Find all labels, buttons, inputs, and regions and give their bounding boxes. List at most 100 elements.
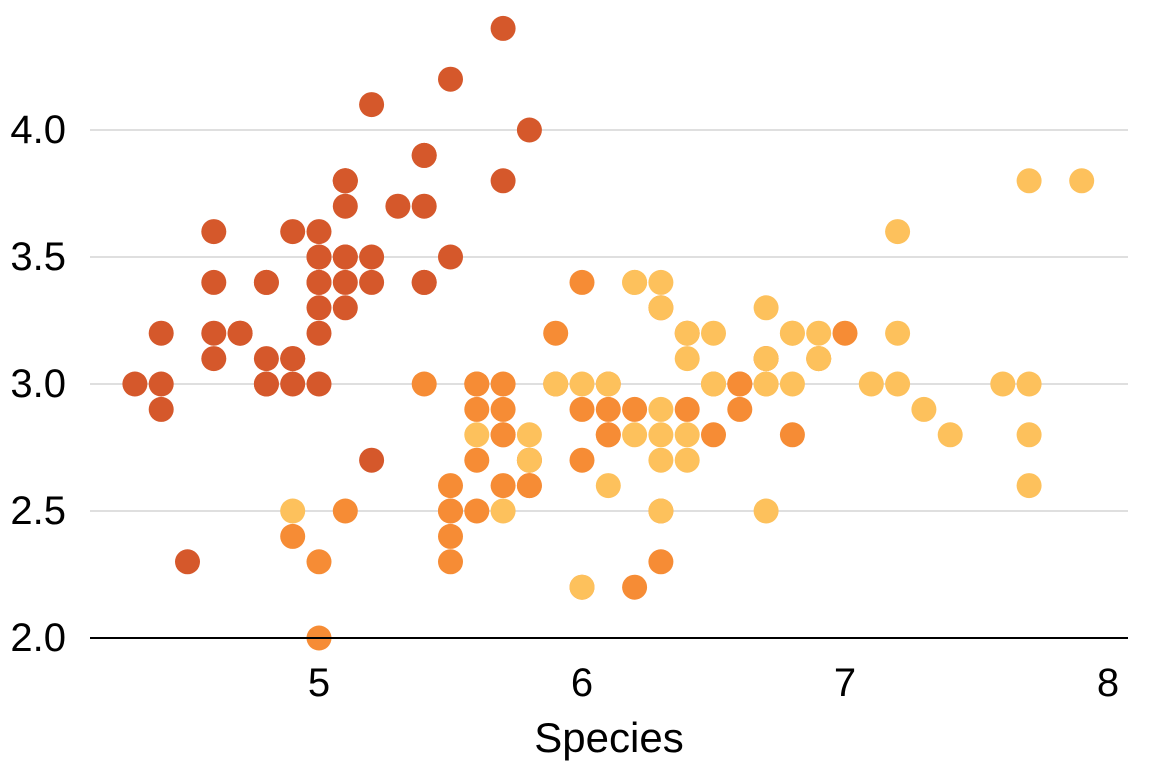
data-point-s0-50 [359,447,385,473]
data-point-s2-26 [595,371,621,397]
data-point-s0-22 [201,219,227,245]
data-point-s0-46 [332,168,358,194]
data-point-s1-12 [595,396,621,422]
data-point-s2-5 [990,371,1016,397]
data-point-s2-21 [1016,422,1042,448]
data-point-s0-39 [332,269,358,295]
data-point-s1-8 [727,396,753,422]
data-point-s2-47 [622,269,648,295]
data-point-s2-20 [464,422,490,448]
x-tick-label-0: 5 [308,661,330,705]
x-tick-label-1: 6 [571,661,593,705]
data-point-s2-18 [569,574,595,600]
data-point-s2-38 [753,346,779,372]
data-point-s2-36 [569,371,595,397]
grid-layer [90,129,1128,512]
y-tick-label-2: 3.0 [10,362,66,406]
points-layer [122,15,1095,651]
data-point-s1-0 [832,320,858,346]
data-point-s2-27 [674,422,700,448]
data-point-s2-44 [806,346,832,372]
data-point-s2-12 [779,371,805,397]
data-point-s1-7 [280,523,306,549]
data-point-s0-18 [490,168,516,194]
data-point-s1-22 [674,396,700,422]
data-point-s0-17 [332,244,358,270]
data-point-s2-1 [516,447,542,473]
data-point-s1-17 [622,574,648,600]
data-point-s1-24 [779,422,805,448]
data-point-s1-4 [701,422,726,448]
data-point-s1-47 [595,422,621,448]
data-point-s2-29 [937,422,963,448]
data-point-s0-24 [253,269,279,295]
data-point-s2-49 [779,320,805,346]
data-point-s0-25 [306,371,332,397]
data-point-s2-0 [648,295,674,321]
data-point-s1-33 [648,549,674,575]
data-point-s0-3 [201,346,227,372]
data-point-s2-10 [701,320,726,346]
x-tick-label-2: 7 [834,661,856,705]
data-point-s1-27 [438,523,463,549]
data-point-s1-41 [490,371,516,397]
data-point-s1-48 [438,498,463,524]
data-point-s0-34 [280,346,306,372]
data-point-s0-49 [306,295,332,321]
data-point-s1-18 [464,498,490,524]
data-point-s0-8 [148,396,174,422]
data-point-s2-8 [753,498,779,524]
data-point-s0-43 [306,244,332,270]
data-point-s2-17 [1016,473,1042,499]
y-tick-label-1: 2.5 [10,489,66,533]
data-point-s2-2 [858,371,884,397]
data-point-s0-10 [411,193,437,219]
data-point-s2-43 [543,371,569,397]
data-point-s2-25 [622,422,648,448]
x-tick-labels: 5 6 7 8 [308,661,1119,705]
data-point-s2-31 [648,422,674,448]
data-point-s2-9 [885,219,911,245]
data-point-s2-45 [648,498,674,524]
data-point-s2-33 [1016,371,1042,397]
data-point-s2-28 [885,371,911,397]
data-point-s0-42 [148,320,174,346]
data-point-s2-19 [806,320,832,346]
data-point-s1-45 [490,422,516,448]
data-point-s2-24 [885,320,911,346]
data-point-s0-38 [148,371,174,397]
data-point-s1-39 [306,549,332,575]
data-point-s0-21 [332,193,358,219]
data-point-s1-19 [543,320,569,346]
data-point-s0-32 [359,92,385,118]
data-point-s1-43 [622,396,648,422]
data-point-s2-34 [648,269,674,295]
data-point-s1-36 [438,473,463,499]
data-point-s2-23 [753,295,779,321]
data-point-s0-28 [359,269,385,295]
data-point-s0-48 [385,193,411,219]
data-point-s1-13 [464,396,490,422]
data-point-s2-35 [674,346,700,372]
data-point-s0-1 [280,371,306,397]
data-point-s1-29 [569,447,595,473]
data-point-s2-30 [1069,168,1095,194]
data-point-s1-31 [569,269,595,295]
data-point-s0-15 [490,15,516,41]
data-point-s2-11 [674,447,700,473]
data-point-s1-26 [490,473,516,499]
y-tick-label-0: 2.0 [10,616,66,660]
x-tick-label-3: 8 [1097,661,1119,705]
data-point-s2-14 [516,422,542,448]
y-tick-labels: 2.0 2.5 3.0 3.5 4.0 [10,108,66,660]
data-point-s2-22 [648,447,674,473]
data-point-s0-45 [253,371,279,397]
data-point-s0-13 [122,371,148,397]
data-point-s2-15 [674,320,700,346]
data-point-s1-49 [727,371,753,397]
data-point-s1-44 [332,498,358,524]
data-point-s1-3 [438,549,463,575]
x-axis-title: Species [534,714,683,761]
